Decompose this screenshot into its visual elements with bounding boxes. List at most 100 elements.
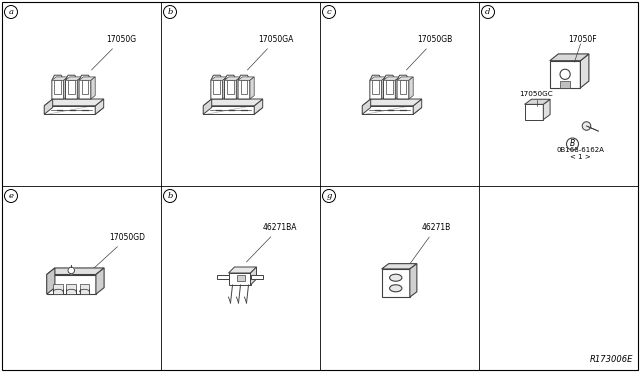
Polygon shape [68, 80, 75, 94]
Polygon shape [227, 80, 234, 94]
Polygon shape [79, 77, 95, 80]
Circle shape [481, 6, 495, 19]
Polygon shape [213, 80, 220, 94]
Polygon shape [211, 75, 223, 99]
Polygon shape [44, 106, 95, 114]
Text: b: b [167, 192, 173, 200]
Polygon shape [225, 77, 241, 80]
Polygon shape [236, 77, 241, 99]
Polygon shape [386, 80, 393, 94]
Polygon shape [580, 54, 589, 88]
Polygon shape [216, 275, 228, 279]
Polygon shape [65, 75, 77, 99]
Polygon shape [396, 77, 399, 99]
Text: 46271B: 46271B [407, 223, 451, 268]
Polygon shape [204, 106, 254, 114]
Polygon shape [79, 75, 91, 99]
Polygon shape [91, 77, 95, 99]
Circle shape [163, 189, 177, 202]
Polygon shape [228, 273, 250, 285]
Text: 0B168-6162A: 0B168-6162A [557, 147, 604, 153]
Polygon shape [44, 99, 104, 106]
Polygon shape [64, 77, 68, 99]
Polygon shape [550, 54, 589, 61]
Polygon shape [362, 99, 371, 114]
Polygon shape [381, 77, 386, 99]
Text: 17050GA: 17050GA [248, 35, 294, 70]
Polygon shape [370, 75, 381, 99]
Polygon shape [211, 77, 227, 80]
Text: B: B [570, 140, 575, 148]
Circle shape [163, 6, 177, 19]
Text: 17050G: 17050G [92, 35, 136, 70]
Text: d: d [485, 8, 491, 16]
Circle shape [323, 189, 335, 202]
Polygon shape [228, 267, 257, 273]
Polygon shape [204, 99, 212, 114]
Text: < 1 >: < 1 > [570, 154, 591, 160]
Polygon shape [550, 61, 580, 88]
Polygon shape [47, 275, 96, 294]
Polygon shape [383, 75, 396, 99]
Polygon shape [204, 99, 262, 106]
Polygon shape [96, 268, 104, 294]
Polygon shape [362, 106, 413, 114]
Polygon shape [53, 284, 63, 294]
Polygon shape [79, 284, 90, 294]
Polygon shape [362, 99, 422, 106]
Polygon shape [370, 77, 386, 80]
Polygon shape [250, 77, 254, 99]
Polygon shape [238, 77, 254, 80]
Polygon shape [413, 99, 422, 114]
Polygon shape [250, 275, 262, 279]
Polygon shape [560, 81, 570, 88]
Polygon shape [397, 77, 413, 80]
Polygon shape [223, 77, 227, 99]
Circle shape [560, 69, 570, 79]
Polygon shape [44, 99, 52, 114]
Circle shape [582, 122, 591, 130]
Polygon shape [47, 268, 104, 275]
Polygon shape [67, 284, 76, 294]
Polygon shape [372, 80, 379, 94]
Polygon shape [82, 80, 88, 94]
Polygon shape [410, 264, 417, 297]
Polygon shape [525, 99, 550, 105]
Circle shape [4, 189, 17, 202]
Circle shape [68, 267, 75, 274]
Circle shape [566, 138, 579, 150]
Polygon shape [525, 105, 543, 120]
Text: 17050GB: 17050GB [406, 35, 452, 70]
Polygon shape [54, 80, 61, 94]
Text: R173006E: R173006E [589, 355, 633, 364]
Polygon shape [254, 99, 262, 114]
Ellipse shape [390, 285, 402, 292]
Polygon shape [47, 268, 55, 294]
Polygon shape [204, 108, 262, 114]
Polygon shape [381, 264, 417, 269]
Polygon shape [52, 75, 64, 99]
Polygon shape [543, 99, 550, 120]
Text: 46271BA: 46271BA [246, 223, 297, 262]
Polygon shape [237, 275, 244, 281]
Polygon shape [397, 75, 409, 99]
Circle shape [323, 6, 335, 19]
Polygon shape [238, 75, 250, 99]
Polygon shape [399, 80, 406, 94]
Text: 17050GC: 17050GC [520, 91, 554, 97]
Text: c: c [326, 8, 332, 16]
Text: b: b [167, 8, 173, 16]
Polygon shape [241, 80, 248, 94]
Polygon shape [381, 269, 410, 297]
Polygon shape [95, 99, 104, 114]
Text: a: a [8, 8, 13, 16]
Text: 17050GD: 17050GD [90, 233, 145, 272]
Polygon shape [225, 75, 236, 99]
Text: e: e [8, 192, 13, 200]
Polygon shape [362, 108, 422, 114]
Text: 17050F: 17050F [568, 35, 596, 44]
Polygon shape [383, 77, 399, 80]
Polygon shape [77, 77, 82, 99]
Polygon shape [52, 77, 68, 80]
Polygon shape [409, 77, 413, 99]
